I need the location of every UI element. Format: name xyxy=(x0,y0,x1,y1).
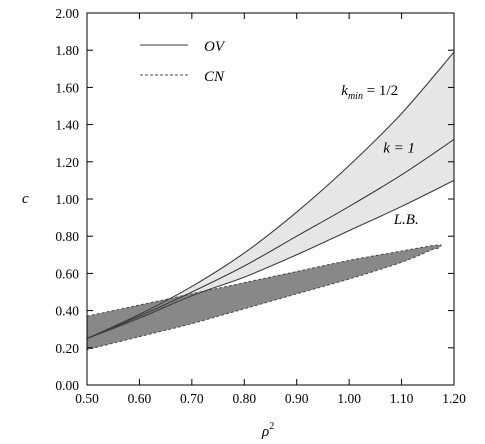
x-tick-label: 0.70 xyxy=(180,391,204,406)
x-tick-label: 1.00 xyxy=(337,391,361,406)
annotation-kmin-sub: min xyxy=(348,91,363,102)
y-tick-label: 0.60 xyxy=(55,266,79,281)
series-line-kmin xyxy=(86,51,455,339)
y-axis-label: c xyxy=(22,191,29,207)
x-axis-label-rho: ρ xyxy=(261,424,269,440)
y-tick-label: 0.00 xyxy=(55,378,79,393)
y-tick-label: 1.80 xyxy=(55,43,79,58)
cn-layer xyxy=(86,244,442,351)
y-tick-label: 0.40 xyxy=(55,304,79,319)
cn-region xyxy=(86,244,442,351)
legend-label-ov: OV xyxy=(204,39,226,55)
x-tick-label: 1.10 xyxy=(390,391,414,406)
y-tick-label: 0.80 xyxy=(55,229,79,244)
ticks-layer: 0.50 0.60 0.70 0.80 0.90 1.00 1.10 1.20 0.00 0.20… xyxy=(55,6,466,406)
band-layer xyxy=(87,52,454,339)
y-tick-label: 2.00 xyxy=(55,6,79,21)
x-axis-label: ρ2 xyxy=(261,421,274,440)
y-tick-label: 1.40 xyxy=(55,118,79,133)
y-tick-label: 0.20 xyxy=(55,341,79,356)
x-tick-label: 0.50 xyxy=(75,391,99,406)
x-tick-label: 0.60 xyxy=(128,391,152,406)
legend-label-cn: CN xyxy=(204,69,225,85)
ov-band-fill xyxy=(87,52,454,339)
annotation-kmin-rest: = 1/2 xyxy=(363,83,398,99)
x-tick-label: 0.90 xyxy=(285,391,309,406)
x-tick-label: 1.20 xyxy=(442,391,466,406)
lines-layer xyxy=(86,51,455,340)
x-tick-label: 0.80 xyxy=(232,391,256,406)
annotation-kmin: kmin = 1/2 xyxy=(341,83,398,102)
annotation-k1: k = 1 xyxy=(383,141,415,157)
legend: OV CN xyxy=(140,39,226,85)
y-tick-label: 1.20 xyxy=(55,155,79,170)
annotation-kmin-k: k xyxy=(341,83,348,99)
y-tick-label: 1.00 xyxy=(55,192,79,207)
series-line-lb xyxy=(86,179,455,340)
y-tick-label: 1.60 xyxy=(55,80,79,95)
x-axis-label-sup: 2 xyxy=(269,421,274,432)
annotation-lb: L.B. xyxy=(393,212,419,228)
series-line-k1 xyxy=(86,139,455,340)
